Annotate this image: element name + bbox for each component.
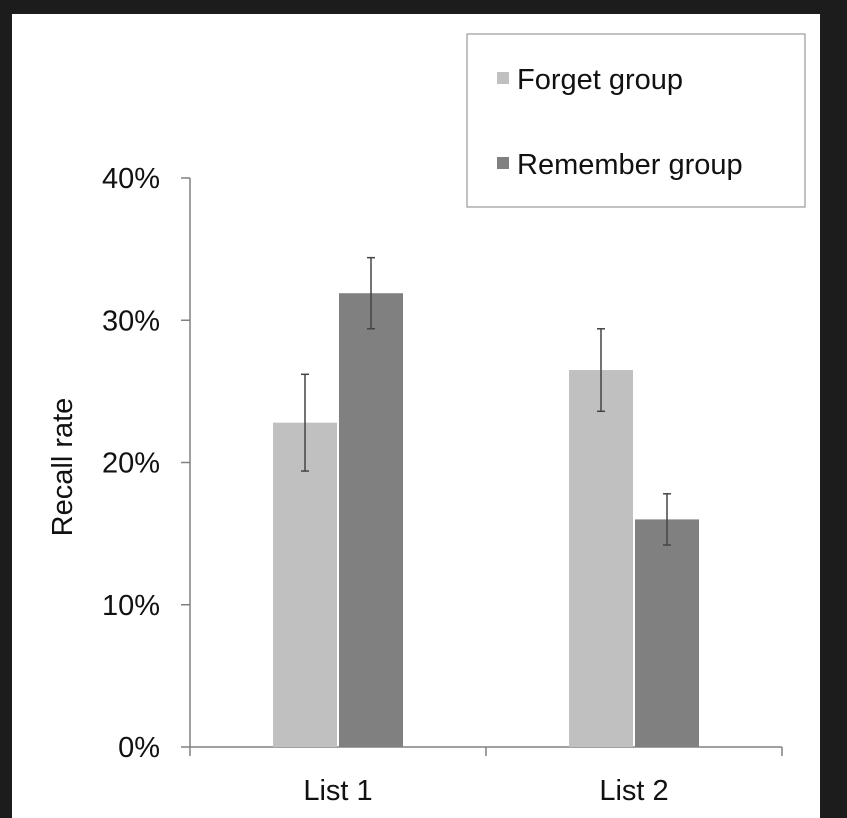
- legend-box: [466, 33, 806, 208]
- x-tick-label-list-1: List 1: [303, 775, 372, 807]
- y-tick-label: 0%: [118, 732, 160, 764]
- error-bar-remember-group-list-2: [663, 493, 671, 546]
- legend-label-forget-group: Forget group: [517, 64, 683, 96]
- y-tick-label: 20%: [102, 448, 160, 480]
- legend-swatch-remember-group: [497, 157, 509, 169]
- legend: Forget group Remember group: [466, 33, 806, 208]
- bar-remember-group-list-1: [339, 293, 403, 747]
- y-tick-label: 40%: [102, 163, 160, 195]
- error-bar-forget-group-list-2: [597, 328, 605, 413]
- legend-swatch-forget-group: [497, 72, 509, 84]
- error-bar-remember-group-list-1: [367, 256, 375, 330]
- x-tick-label-list-2: List 2: [599, 775, 668, 807]
- legend-label-remember-group: Remember group: [517, 149, 743, 181]
- bar-remember-group-list-2: [635, 519, 699, 747]
- y-axis-title: Recall rate: [47, 398, 79, 537]
- y-tick-label: 30%: [102, 305, 160, 337]
- bar-forget-group-list-1: [273, 422, 337, 747]
- y-tick-label: 10%: [102, 590, 160, 622]
- bar-forget-group-list-2: [569, 370, 633, 747]
- error-bar-forget-group-list-1: [301, 373, 309, 472]
